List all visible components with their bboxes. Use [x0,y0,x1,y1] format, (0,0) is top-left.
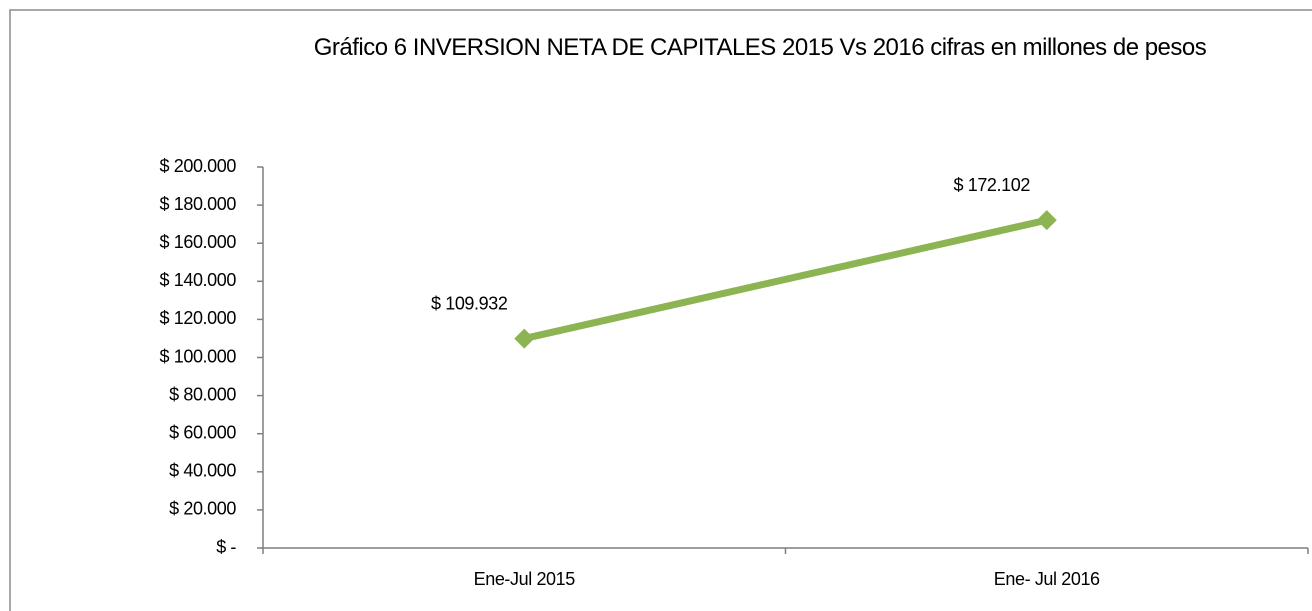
y-tick-label: $ 180.000 [160,194,237,214]
x-tick-label: Ene-Jul 2015 [474,569,576,589]
data-label: $ 109.932 [431,293,508,313]
line-series [523,216,1048,342]
chart-frame [9,9,1312,611]
y-tick-label: $ 20.000 [169,499,236,519]
y-tick-label: $ 60.000 [169,422,236,442]
y-tick-label: $ 160.000 [160,232,237,252]
chart-title: Gráfico 6 INVERSION NETA DE CAPITALES 20… [313,34,1207,61]
data-label: $ 172.102 [954,175,1031,195]
y-tick-label: $ - [216,537,236,557]
y-tick-label: $ 120.000 [160,308,237,328]
x-tick-label: Ene- Jul 2016 [994,569,1100,589]
y-tick-label: $ 80.000 [169,384,236,404]
y-tick-label: $ 40.000 [169,461,236,481]
line-marker [1036,210,1057,231]
y-tick-label: $ 100.000 [160,346,237,366]
y-tick-label: $ 200.000 [160,156,237,176]
line-marker [514,328,535,349]
y-tick-label: $ 140.000 [160,270,237,290]
